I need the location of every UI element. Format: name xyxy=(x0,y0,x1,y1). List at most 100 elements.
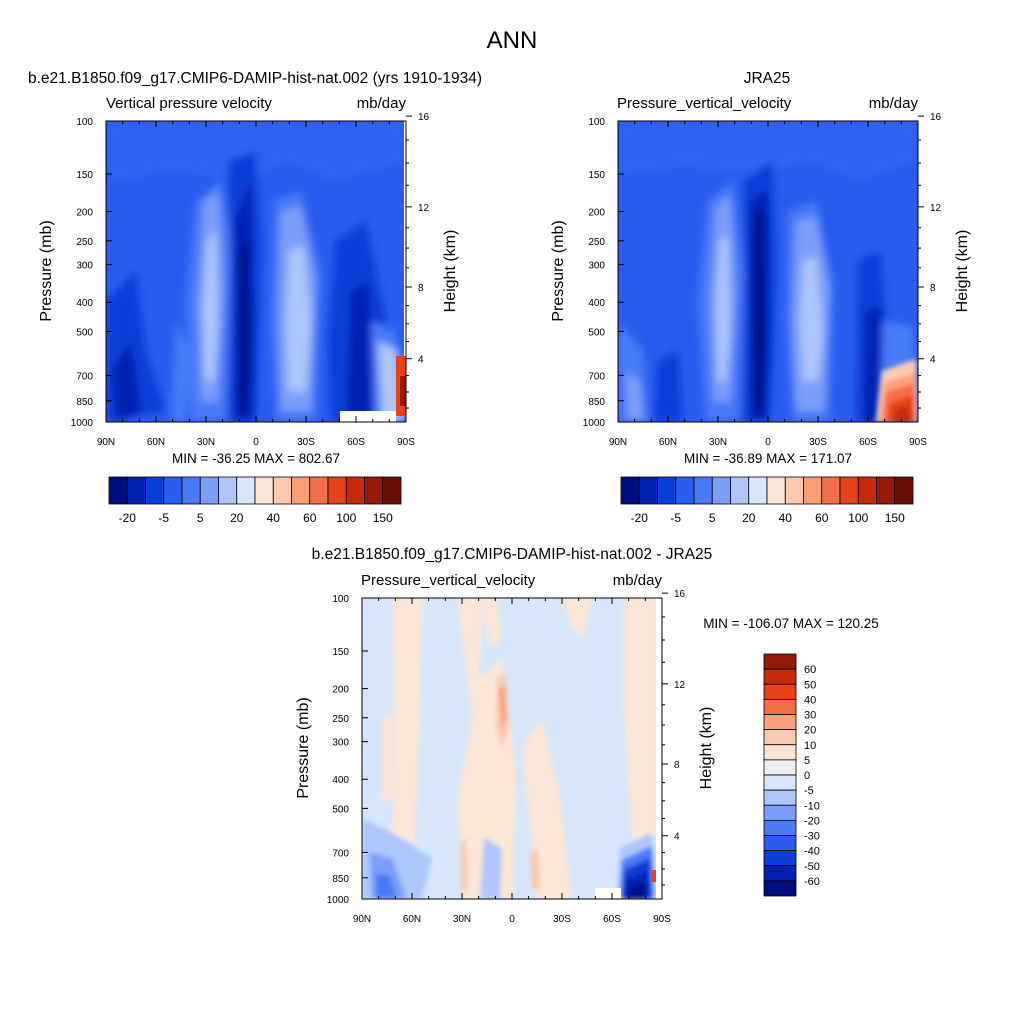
y2-axis-label: Height (km) xyxy=(698,707,715,790)
colorbar: -20 -5 5 20 40 60 100 150 xyxy=(620,476,914,525)
y-tick-label: 100 xyxy=(332,594,349,605)
field-contour xyxy=(382,713,392,803)
y-tick-label: 1000 xyxy=(327,895,350,906)
panel-obs: JRA25 Pressure_vertical_velocity mb/day xyxy=(550,70,971,525)
x-tick-label: 90N xyxy=(353,914,371,925)
x-tick-label: 60S xyxy=(859,437,877,448)
colorbar-swatch xyxy=(126,476,146,505)
field-warm-patch xyxy=(400,376,406,406)
panel-diff-plot xyxy=(361,597,663,900)
field-contour xyxy=(346,281,376,422)
y-tick-label: 850 xyxy=(588,397,605,408)
colorbar-swatch xyxy=(236,476,256,505)
field-contour xyxy=(390,598,422,899)
colorbar-label: -30 xyxy=(804,831,820,843)
colorbar-swatch xyxy=(763,683,797,700)
colorbar-label: 10 xyxy=(804,740,816,752)
x-tick-label: 30S xyxy=(553,914,571,925)
y-axis-label: Pressure (mb) xyxy=(295,697,312,798)
panel-obs-units: mb/day xyxy=(869,95,919,112)
x-tick-label: 30S xyxy=(809,437,827,448)
field-contour xyxy=(286,246,311,391)
y-tick-label: 100 xyxy=(588,117,605,128)
colorbar-label: 20 xyxy=(742,511,756,525)
colorbar-swatch xyxy=(803,476,823,505)
y-tick-label: 1000 xyxy=(71,418,94,429)
y-tick-label: 700 xyxy=(76,371,93,382)
colorbar-label: -40 xyxy=(804,846,820,858)
field-contour xyxy=(457,598,517,899)
colorbar-swatch xyxy=(894,476,914,505)
colorbar-swatch xyxy=(327,476,347,505)
missing-data-mask xyxy=(404,121,406,356)
colorbar-swatch xyxy=(763,668,797,685)
colorbar-label: 0 xyxy=(804,770,810,782)
colorbar-swatch xyxy=(763,880,797,897)
colorbar-swatch xyxy=(763,865,797,882)
colorbar-label: 100 xyxy=(336,511,356,525)
x-tick-label: 0 xyxy=(765,437,771,448)
colorbar-label: 5 xyxy=(197,511,204,525)
colorbar-label: -5 xyxy=(804,785,814,797)
colorbar-label: -5 xyxy=(670,511,681,525)
y2-tick-label: 8 xyxy=(674,760,680,771)
panel-diff-variable: Pressure_vertical_velocity xyxy=(361,572,536,589)
field-contour xyxy=(171,321,191,421)
panel-stats: MIN = -36.25 MAX = 802.67 xyxy=(172,451,340,466)
panel-model-units: mb/day xyxy=(357,95,407,112)
colorbar-swatch xyxy=(763,835,797,852)
colorbar-swatch xyxy=(766,476,786,505)
y2-tick-label: 12 xyxy=(930,203,942,214)
x-tick-label: 60N xyxy=(147,437,165,448)
colorbar-swatch xyxy=(145,476,165,505)
y2-tick-label: 8 xyxy=(418,283,424,294)
y-tick-label: 200 xyxy=(588,208,605,219)
panel-model-plot xyxy=(105,120,407,423)
colorbar-swatch xyxy=(763,804,797,821)
colorbar-swatch xyxy=(711,476,731,505)
field-contour xyxy=(626,371,644,421)
field-contour xyxy=(203,231,218,381)
colorbar-swatch xyxy=(763,789,797,806)
colorbar-swatch xyxy=(108,476,128,505)
field-contour xyxy=(460,838,468,893)
colorbar-label: 50 xyxy=(804,679,816,691)
colorbar-label: -60 xyxy=(804,876,820,888)
x-tick-label: 90S xyxy=(653,914,671,925)
x-tick-label: 60N xyxy=(659,437,677,448)
colorbar-label: 5 xyxy=(709,511,716,525)
colorbar-label: 60 xyxy=(303,511,317,525)
y-tick-label: 850 xyxy=(332,874,349,885)
colorbar-label: 30 xyxy=(804,710,816,722)
y2-tick-label: 12 xyxy=(418,203,430,214)
panel-diff-units: mb/day xyxy=(613,572,663,589)
field-contour xyxy=(653,351,683,422)
y-tick-label: 150 xyxy=(76,170,93,181)
y-tick-label: 250 xyxy=(588,237,605,248)
colorbar-swatch xyxy=(181,476,201,505)
colorbar-swatch xyxy=(163,476,183,505)
colorbar-swatch xyxy=(364,476,384,505)
y-tick-label: 200 xyxy=(332,685,349,696)
y-tick-label: 700 xyxy=(588,371,605,382)
colorbar-swatch xyxy=(763,698,797,715)
colorbar-swatch xyxy=(309,476,329,505)
page-title: ANN xyxy=(487,27,538,54)
x-tick-label: 60N xyxy=(403,914,421,925)
y2-tick-label: 4 xyxy=(674,832,680,843)
x-tick-label: 0 xyxy=(509,914,515,925)
x-tick-label: 90N xyxy=(609,437,627,448)
colorbar-label: 100 xyxy=(848,511,868,525)
colorbar-swatch xyxy=(272,476,292,505)
field-contour xyxy=(598,708,617,899)
x-tick-label: 90S xyxy=(909,437,927,448)
colorbar-label: 40 xyxy=(804,694,816,706)
colorbar-swatch xyxy=(382,476,402,505)
field-contour xyxy=(562,598,592,638)
y-tick-label: 100 xyxy=(76,117,93,128)
y2-tick-label: 8 xyxy=(930,283,936,294)
field-contour xyxy=(239,241,249,411)
y-tick-label: 850 xyxy=(76,397,93,408)
field-warm-patch xyxy=(651,870,656,882)
